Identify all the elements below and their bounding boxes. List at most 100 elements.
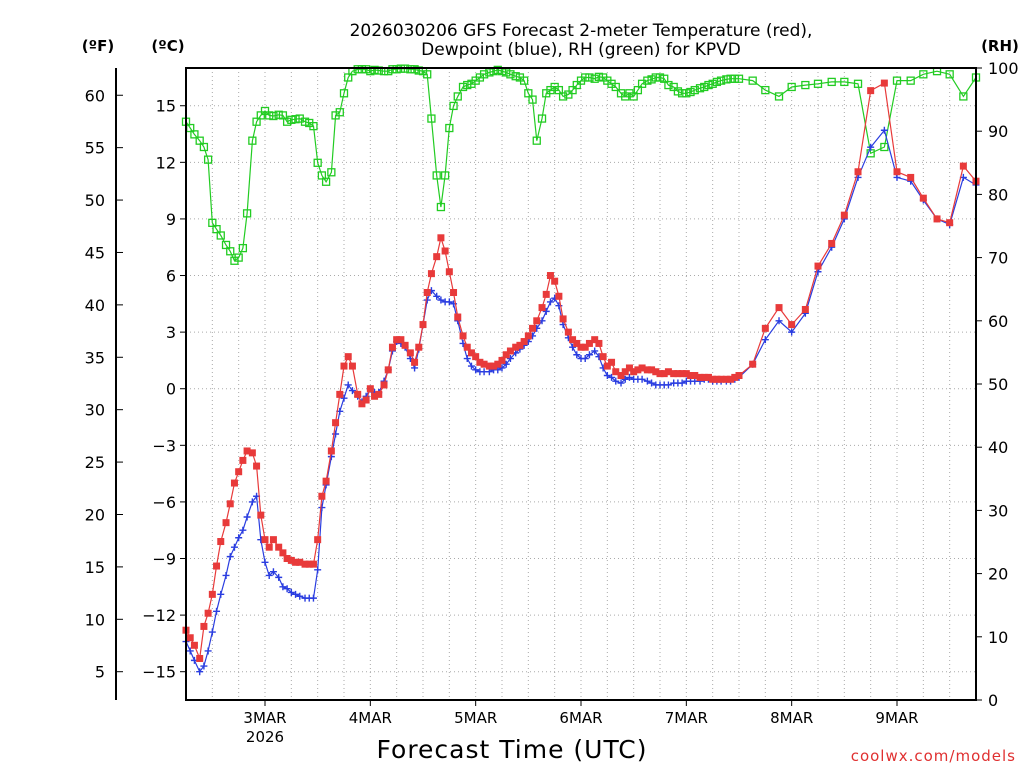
temperature-point bbox=[243, 447, 251, 455]
temperature-point bbox=[445, 268, 453, 276]
temperature-point bbox=[472, 353, 480, 361]
temperature-point bbox=[529, 324, 537, 332]
dewpoint-point bbox=[569, 343, 577, 351]
temperature-point bbox=[305, 560, 313, 568]
rh-point bbox=[234, 253, 243, 262]
temperature-point bbox=[538, 304, 546, 312]
fahrenheit-unit-label: (ºF) bbox=[82, 37, 114, 55]
celsius-tick-label: −9 bbox=[152, 550, 176, 569]
credit-text: coolwx.com/models bbox=[851, 747, 1016, 765]
rh-tick-label: 20 bbox=[988, 565, 1008, 584]
temperature-point bbox=[235, 468, 243, 476]
rh-point bbox=[344, 73, 353, 82]
rh-point bbox=[406, 65, 415, 74]
rh-point bbox=[453, 92, 462, 101]
dewpoint-point bbox=[186, 647, 194, 655]
rh-tick-label: 80 bbox=[988, 185, 1008, 204]
rh-point bbox=[761, 85, 770, 95]
dewpoint-point bbox=[433, 292, 441, 300]
dewpoint-point bbox=[603, 372, 611, 380]
temperature-point bbox=[674, 370, 682, 378]
temperature-point bbox=[322, 477, 330, 485]
fahrenheit-tick-label: 5 bbox=[95, 663, 105, 682]
temperature-point bbox=[502, 351, 510, 359]
rh-point bbox=[690, 85, 699, 95]
rh-point bbox=[590, 74, 599, 83]
rh-point bbox=[274, 110, 283, 119]
temperature-point bbox=[907, 173, 915, 181]
fahrenheit-tick-label: 35 bbox=[85, 348, 105, 367]
rh-tick-label: 30 bbox=[988, 501, 1008, 520]
rh-point bbox=[282, 117, 292, 126]
temperature-point bbox=[585, 339, 593, 347]
rh-point bbox=[801, 80, 810, 90]
dewpoint-point bbox=[761, 336, 769, 344]
rh-point bbox=[252, 117, 261, 126]
temperature-point bbox=[283, 555, 291, 563]
temperature-point bbox=[344, 353, 352, 361]
temperature-point bbox=[709, 375, 717, 383]
temperature-point bbox=[722, 375, 730, 383]
celsius-unit-label: (ºC) bbox=[151, 37, 184, 55]
rh-point bbox=[524, 89, 533, 98]
temperature-point bbox=[269, 536, 277, 544]
rh-point bbox=[669, 82, 678, 92]
temperature-point bbox=[336, 390, 344, 398]
temperature-point bbox=[208, 590, 216, 598]
temperature-point bbox=[696, 373, 704, 381]
temperature-point bbox=[318, 492, 326, 500]
temperature-point bbox=[375, 390, 383, 398]
dewpoint-point bbox=[296, 592, 304, 600]
temperature-point bbox=[348, 362, 356, 370]
temperature-point bbox=[612, 368, 620, 376]
rh-point bbox=[664, 80, 673, 90]
fahrenheit-tick-label: 15 bbox=[85, 558, 105, 577]
celsius-tick-label: 3 bbox=[166, 323, 176, 342]
temperature-point bbox=[196, 654, 204, 662]
rh-point bbox=[278, 111, 288, 120]
dewpoint-point bbox=[204, 647, 212, 655]
rh-point bbox=[554, 85, 564, 95]
temperature-point bbox=[788, 321, 796, 329]
temperature-point bbox=[775, 304, 783, 312]
rh-point bbox=[291, 115, 300, 124]
temperature-point bbox=[542, 290, 550, 298]
rh-point bbox=[357, 65, 367, 74]
rh-point bbox=[537, 114, 547, 123]
dewpoint-point bbox=[318, 504, 326, 512]
temperature-point bbox=[625, 364, 633, 372]
dewpoint-point bbox=[867, 143, 875, 151]
rh-point bbox=[195, 136, 204, 145]
temperature-point bbox=[564, 328, 572, 336]
temperature-point bbox=[700, 373, 708, 381]
temperature-point bbox=[546, 272, 554, 280]
rh-point bbox=[335, 108, 344, 117]
rh-point bbox=[673, 87, 683, 96]
rh-point bbox=[611, 82, 620, 92]
rh-point bbox=[321, 177, 331, 186]
celsius-tick-label: 6 bbox=[166, 267, 176, 286]
rh-point bbox=[511, 72, 520, 81]
dewpoint-point bbox=[275, 573, 283, 581]
temperature-point bbox=[287, 556, 295, 564]
temperature-point bbox=[946, 219, 954, 227]
dewpoint-point bbox=[678, 379, 686, 387]
rh-point bbox=[655, 73, 665, 82]
rh-point bbox=[730, 74, 739, 83]
rh-point bbox=[827, 77, 836, 87]
rh-point bbox=[581, 73, 590, 82]
dewpoint-point bbox=[542, 307, 550, 315]
temperature-point bbox=[401, 341, 409, 349]
rh-tick-label: 40 bbox=[988, 438, 1008, 457]
x-axis-label: Forecast Time (UTC) bbox=[377, 735, 648, 764]
temperature-point bbox=[380, 381, 388, 389]
rh-point bbox=[199, 142, 209, 152]
rh-point bbox=[726, 74, 735, 83]
temperature-point bbox=[682, 370, 690, 378]
temperature-point bbox=[314, 536, 322, 544]
rh-tick-label: 100 bbox=[988, 59, 1019, 78]
temperature-point bbox=[406, 349, 414, 357]
dewpoint-point bbox=[585, 351, 593, 359]
rh-point bbox=[528, 95, 537, 104]
